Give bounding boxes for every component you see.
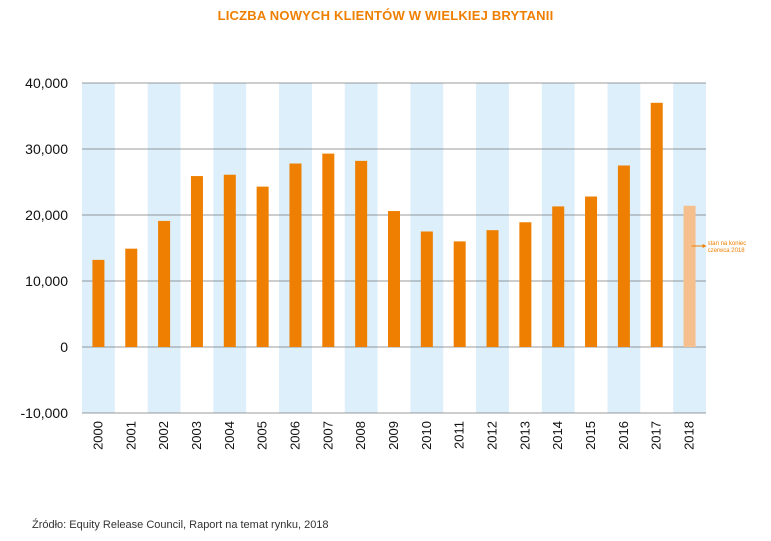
bar-2009	[388, 211, 400, 347]
x-tick-label: 2015	[583, 421, 598, 450]
x-tick-label: 2013	[517, 421, 532, 450]
bars	[92, 102, 696, 347]
x-tick-label: 2000	[90, 421, 105, 450]
y-tick-label: 10,000	[25, 273, 68, 289]
y-tick-label: -10,000	[21, 405, 69, 421]
x-tick-label: 2009	[386, 421, 401, 450]
bar-2004	[223, 174, 236, 347]
y-tick-label: 0	[60, 339, 68, 355]
column-bands	[82, 83, 706, 413]
y-tick-label: 40,000	[25, 75, 68, 91]
source-note: Źródło: Equity Release Council, Raport n…	[32, 519, 329, 531]
y-axis-ticks: -10,000 0 10,000 20,000 30,000 40,000	[21, 75, 69, 421]
bar-2018	[683, 205, 696, 347]
bar-2000	[92, 259, 105, 347]
x-tick-label: 2016	[616, 421, 631, 450]
x-tick-label: 2018	[682, 421, 697, 450]
bar-2008	[355, 160, 368, 347]
y-tick-label: 20,000	[25, 207, 68, 223]
bar-2006	[289, 163, 302, 347]
annotation-arrow-head	[702, 244, 707, 248]
x-tick-label: 2007	[320, 421, 335, 450]
x-tick-label: 2001	[123, 421, 138, 450]
x-tick-label: 2010	[419, 421, 434, 450]
x-tick-label: 2004	[222, 421, 237, 450]
x-tick-label: 2011	[452, 421, 467, 449]
bar-2010	[420, 231, 433, 347]
x-tick-label: 2003	[189, 421, 204, 450]
chart-title: LICZBA NOWYCH KLIENTÓW W WIELKIEJ BRYTAN…	[217, 8, 554, 23]
y-tick-label: 30,000	[25, 141, 68, 157]
bar-2011	[453, 241, 466, 347]
bar-2017	[650, 102, 663, 347]
annotation-line-2: czerwca 2018	[708, 248, 746, 254]
column-band	[82, 83, 115, 413]
bar-2001	[125, 248, 138, 347]
bar-2014	[552, 206, 565, 347]
x-tick-label: 2005	[255, 421, 270, 450]
bar-2016	[617, 165, 630, 347]
x-tick-label: 2006	[287, 421, 302, 450]
x-tick-label: 2008	[353, 421, 368, 450]
bar-2003	[190, 176, 203, 347]
x-tick-label: 2014	[550, 421, 565, 450]
x-tick-label: 2002	[156, 421, 171, 450]
x-tick-label: 2017	[649, 421, 664, 450]
bar-2007	[322, 153, 335, 347]
bar-2015	[585, 196, 598, 347]
bar-2005	[256, 186, 269, 347]
bar-2013	[519, 222, 532, 347]
x-tick-label: 2012	[485, 421, 500, 450]
annotation-line-1: stan na koniec	[708, 241, 747, 247]
x-axis-ticks: 2000 2001 2002 2003 2004 2005 2006 2007 2008 2009…	[90, 421, 696, 450]
bar-2012	[486, 230, 499, 347]
bar-2002	[158, 220, 171, 347]
